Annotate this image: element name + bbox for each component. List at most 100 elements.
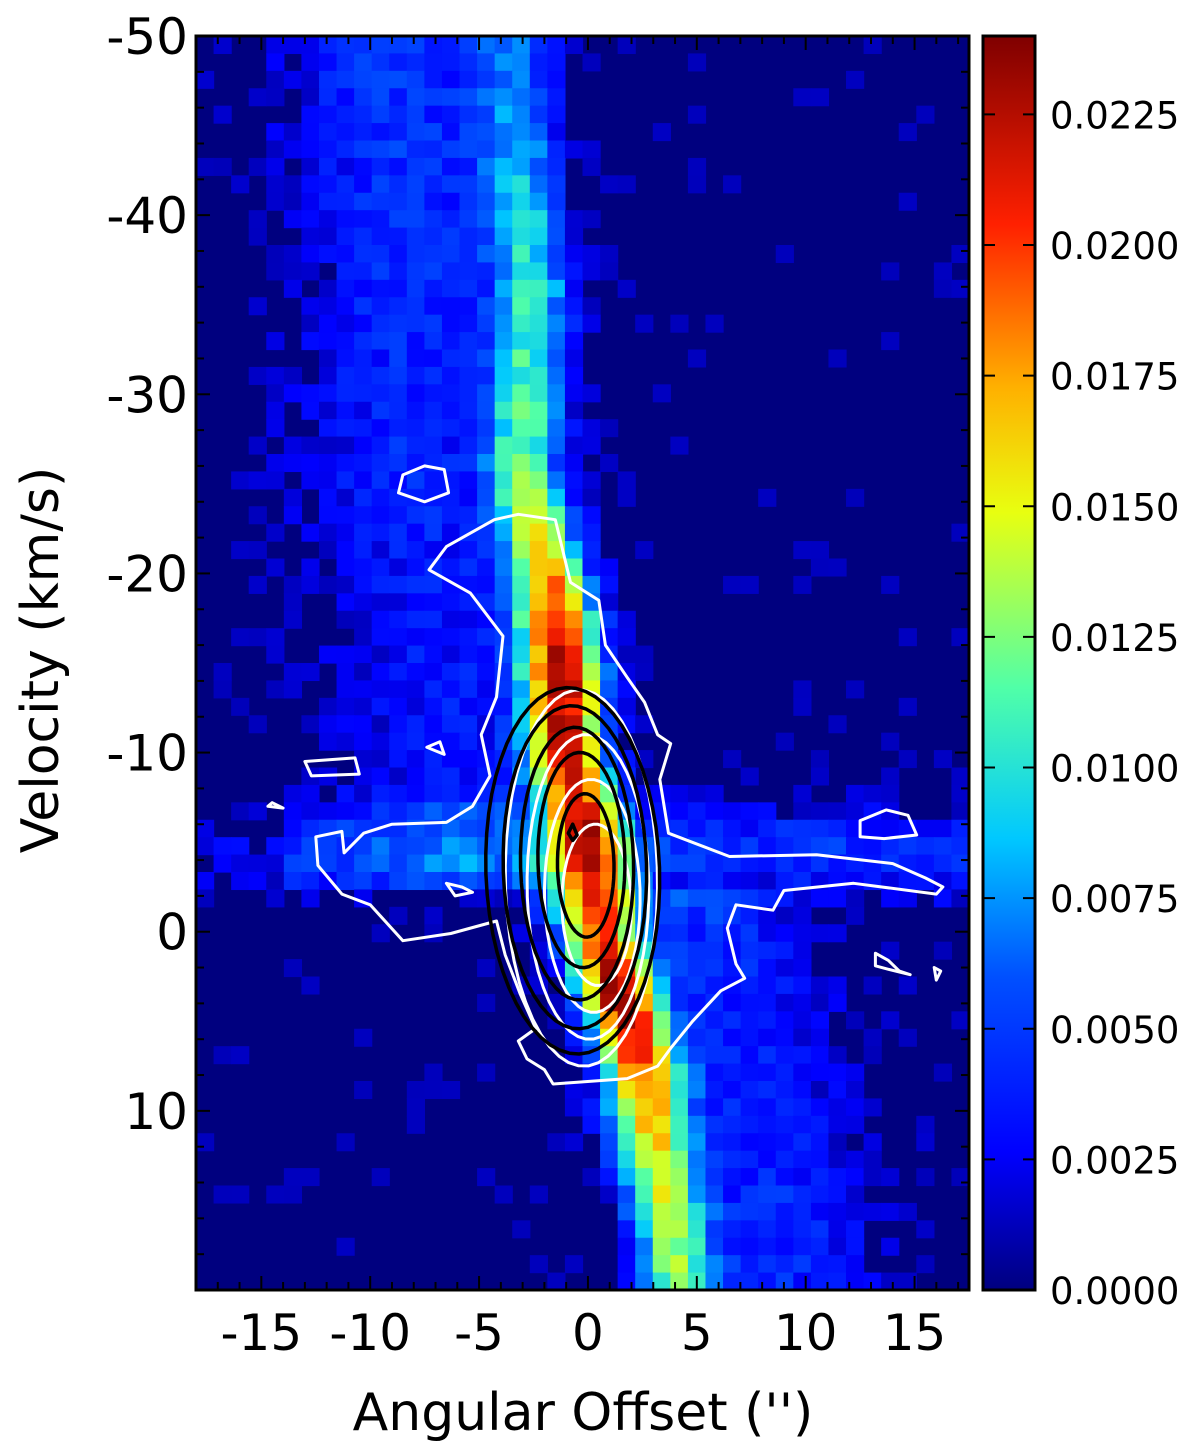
- heatmap-cell: [459, 767, 478, 786]
- heatmap-cell: [494, 454, 513, 473]
- heatmap-cell: [424, 175, 443, 194]
- heatmap-cell: [705, 906, 724, 925]
- heatmap-cell: [301, 227, 320, 246]
- heatmap-cell: [459, 436, 478, 455]
- heatmap-cell: [670, 889, 689, 908]
- heatmap-cell: [459, 88, 478, 107]
- heatmap-cell: [547, 558, 566, 577]
- heatmap-cell: [652, 872, 671, 891]
- heatmap-cell: [652, 959, 671, 978]
- heatmap-cell: [354, 837, 373, 856]
- heatmap-cell: [652, 1185, 671, 1204]
- heatmap-cell: [283, 872, 303, 891]
- heatmap-cell: [635, 1011, 654, 1030]
- heatmap-cell: [248, 227, 267, 246]
- heatmap-cell: [564, 889, 584, 908]
- heatmap-cell: [371, 732, 390, 751]
- heatmap-cell: [723, 1098, 742, 1117]
- heatmap-cell: [301, 140, 320, 159]
- heatmap-cell: [389, 628, 408, 647]
- heatmap-cell: [775, 1150, 794, 1169]
- heatmap-cell: [406, 1098, 425, 1117]
- heatmap-cell: [635, 1098, 654, 1117]
- heatmap-cell: [406, 767, 425, 786]
- heatmap-cell: [336, 384, 355, 403]
- heatmap-cell: [266, 680, 285, 699]
- heatmap-cell: [652, 1202, 671, 1221]
- heatmap-cell: [318, 506, 338, 525]
- heatmap-cell: [582, 157, 601, 176]
- heatmap-cell: [916, 1133, 935, 1152]
- heatmap-cell: [582, 419, 601, 438]
- white-contour-island: [932, 966, 943, 982]
- heatmap-cell: [846, 1272, 865, 1290]
- heatmap-cell: [512, 53, 531, 72]
- heatmap-cell: [512, 558, 531, 577]
- heatmap-cell: [512, 210, 531, 229]
- heatmap-cell: [687, 105, 707, 124]
- heatmap-cell: [266, 332, 285, 351]
- heatmap-cell: [248, 541, 267, 560]
- heatmap-cell: [424, 210, 443, 229]
- heatmap-cell: [318, 297, 338, 316]
- heatmap-cell: [582, 210, 601, 229]
- heatmap-cell: [705, 976, 724, 995]
- heatmap-cell: [828, 558, 847, 577]
- colorbar-tick-label: 0.0000: [1050, 1270, 1179, 1313]
- heatmap-cell: [600, 680, 619, 699]
- heatmap-cell: [687, 1046, 707, 1065]
- heatmap-cell: [758, 872, 777, 891]
- heatmap-cell: [828, 889, 847, 908]
- heatmap-cell: [371, 854, 390, 873]
- heatmap-cell: [846, 1011, 865, 1030]
- heatmap-cell: [810, 993, 830, 1012]
- heatmap-cell: [863, 1168, 882, 1187]
- heatmap-cell: [564, 471, 584, 490]
- heatmap-cell: [512, 70, 531, 89]
- heatmap-cell: [459, 314, 478, 333]
- heatmap-cell: [582, 471, 601, 490]
- heatmap-cell: [564, 36, 584, 55]
- heatmap-cell: [740, 889, 759, 908]
- heatmap-cell: [459, 245, 478, 264]
- heatmap-cell: [318, 227, 338, 246]
- heatmap-cell: [670, 1168, 689, 1187]
- heatmap-cell: [810, 1081, 830, 1100]
- heatmap-cell: [670, 436, 689, 455]
- heatmap-cell: [354, 157, 373, 176]
- heatmap-cell: [371, 488, 390, 507]
- heatmap-cell: [477, 610, 496, 629]
- heatmap-cell: [898, 123, 917, 142]
- heatmap-cell: [564, 262, 584, 281]
- heatmap-cell: [248, 715, 267, 734]
- heatmap-cell: [951, 1011, 969, 1030]
- heatmap-cell: [441, 314, 461, 333]
- heatmap-cell: [687, 1011, 707, 1030]
- heatmap-cell: [354, 366, 373, 385]
- heatmap-cell: [635, 1202, 654, 1221]
- heatmap-cell: [793, 941, 812, 960]
- heatmap-cell: [354, 750, 373, 769]
- heatmap-cell: [740, 872, 759, 891]
- heatmap-cell: [248, 506, 267, 525]
- heatmap-cell: [441, 645, 461, 664]
- heatmap-cell: [459, 401, 478, 420]
- heatmap-cell: [266, 558, 285, 577]
- heatmap-cell: [318, 175, 338, 194]
- heatmap-cell: [635, 663, 654, 682]
- heatmap-cell: [529, 1185, 548, 1204]
- heatmap-cell: [424, 680, 443, 699]
- heatmap-cell: [494, 384, 513, 403]
- heatmap-cell: [881, 1011, 900, 1030]
- heatmap-cell: [406, 732, 425, 751]
- heatmap-cell: [547, 227, 566, 246]
- heatmap-cell: [810, 1011, 830, 1030]
- heatmap-cell: [687, 1202, 707, 1221]
- heatmap-cell: [705, 1237, 724, 1256]
- heatmap-cell: [389, 558, 408, 577]
- heatmap-cell: [564, 436, 584, 455]
- heatmap-cell: [846, 1185, 865, 1204]
- heatmap-cell: [582, 541, 601, 560]
- heatmap-cell: [775, 1185, 794, 1204]
- x-tick-label: 15: [883, 1304, 947, 1362]
